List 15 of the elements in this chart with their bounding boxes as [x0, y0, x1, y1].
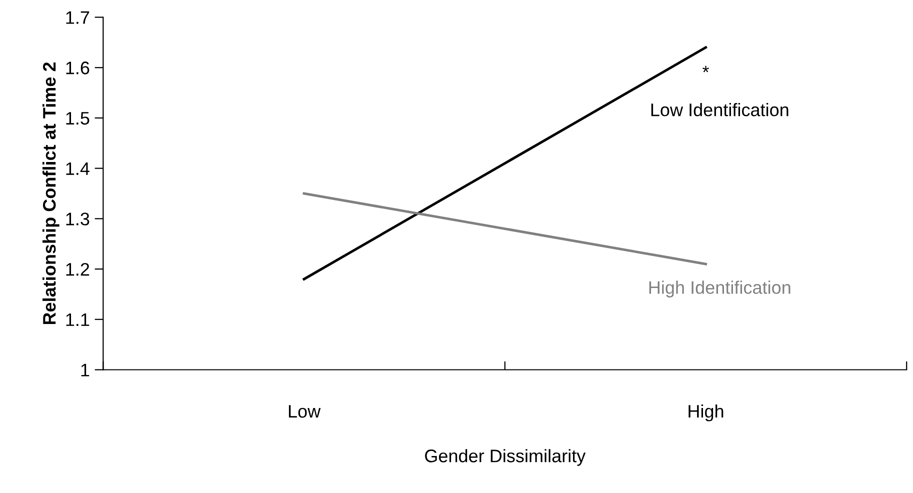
x-tick-label: Low [288, 405, 321, 418]
x-axis-title: Gender Dissimilarity [425, 449, 586, 466]
y-tick-label: 1.5 [66, 112, 90, 125]
annotation: * [702, 66, 709, 72]
y-tick-label: 1 [81, 364, 90, 376]
y-tick-label: 1.2 [66, 262, 90, 276]
y-tick-label: 1.6 [66, 62, 90, 74]
y-tick-label: 1.7 [66, 11, 90, 24]
y-tick-label: 1.1 [66, 314, 90, 326]
series-label: Low Identification [651, 103, 788, 116]
x-tick-label: High [688, 404, 724, 422]
y-tick-label: 1.3 [66, 212, 90, 226]
series-label: High Identification [649, 280, 790, 298]
y-axis-title: Relationship Conflict at Time 2 [42, 62, 60, 324]
y-tick-label: 1.4 [66, 162, 90, 175]
